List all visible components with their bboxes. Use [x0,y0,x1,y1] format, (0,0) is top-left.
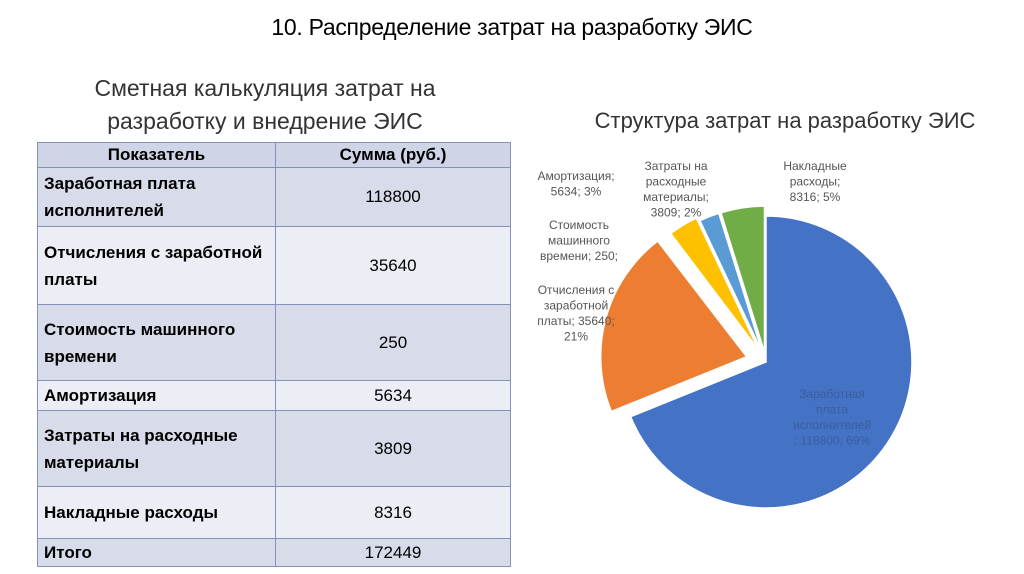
row-sum: 8316 [275,486,511,539]
row-sum: 5634 [275,380,511,411]
pie-slice [600,240,748,413]
table-title-line-2: разработку и внедрение ЭИС [107,108,423,134]
pie-slice [629,215,913,509]
table-row: Затраты на расходные материалы 3809 [37,410,511,487]
slice-data-label: Заработная плата исполнителей; 118800; 69% [793,387,871,448]
row-name: Итого [37,538,276,567]
slide-title: 10. Распределение затрат на разработку Э… [271,14,753,40]
row-name: Накладные расходы [37,486,276,539]
pie-slice [666,231,757,350]
table-row: Отчисления с заработной платы 35640 [37,226,511,305]
slice-data-label: Затраты на расходные материалы; 3809; 2% [643,159,709,220]
table-row: Заработная плата исполнителей 118800 [37,167,511,227]
slice-data-label: Накладные расходы; 8316; 5% [783,159,847,204]
pie-slice [698,212,764,354]
row-name: Заработная плата исполнителей [37,167,276,227]
row-sum: 172449 [275,538,511,567]
cost-table: Показатель Сумма (руб.) Заработная плата… [37,142,511,567]
table-row: Стоимость машинного времени 250 [37,304,511,381]
table-row-total: Итого 172449 [37,538,511,567]
table-title-line-1: Сметная калькуляция затрат на [94,75,436,101]
row-sum: 35640 [275,226,511,305]
chart-title: Структура затрат на разработку ЭИС [594,108,976,133]
row-sum: 250 [275,304,511,381]
pie-slice [719,205,766,353]
table-row: Накладные расходы 8316 [37,486,511,539]
table-row: Амортизация 5634 [37,380,511,411]
table-header-row: Показатель Сумма (руб.) [37,142,511,168]
row-name: Амортизация [37,380,276,411]
row-name: Затраты на расходные материалы [37,410,276,487]
table-title: Сметная калькуляция затрат на разработку… [60,72,470,138]
pie-slice [669,217,760,351]
slice-data-label: Амортизация; 5634; 3% [537,169,614,199]
row-sum: 118800 [275,167,511,227]
row-sum: 3809 [275,410,511,487]
slice-data-label: Отчисления с заработной платы; 35640; 21% [537,283,614,344]
slice-data-label: Стоимость машинного времени; 250; [540,218,618,263]
